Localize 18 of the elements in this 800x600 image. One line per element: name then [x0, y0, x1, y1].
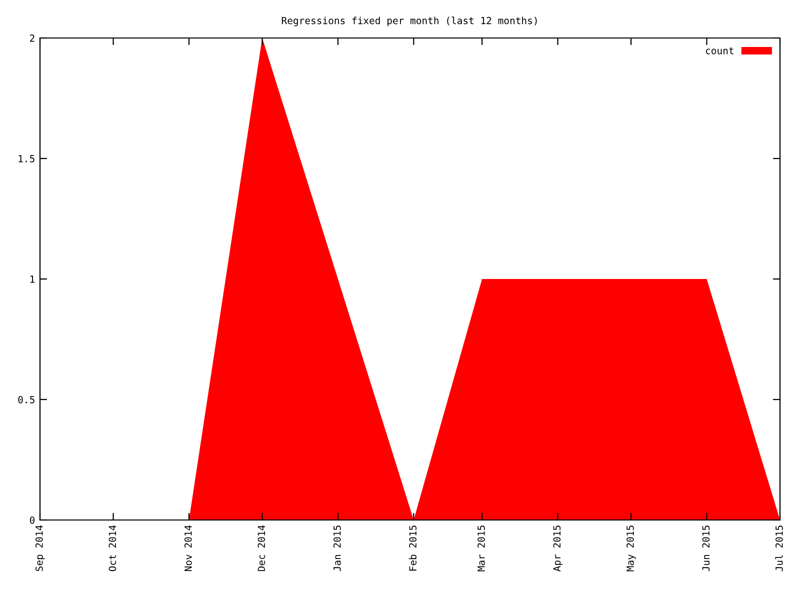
- x-tick-label: Mar 2015: [478, 526, 485, 572]
- x-tick-label: Feb 2015: [408, 526, 417, 571]
- x-tick-label: Nov 2014: [184, 525, 192, 572]
- x-tick-label: Sep 2014: [35, 525, 45, 572]
- y-tick-label: 1.5: [18, 155, 34, 162]
- legend-label: count: [706, 47, 734, 54]
- y-tick-label: 0: [30, 516, 35, 524]
- x-tick-label: Oct 2014: [108, 525, 116, 572]
- y-tick-label: 2: [30, 34, 34, 42]
- y-tick-label: 0.5: [18, 396, 34, 404]
- y-tick-label: 1: [30, 276, 34, 283]
- x-tick-label: Apr 2015: [553, 526, 562, 572]
- x-tick-label: Dec 2014: [258, 525, 266, 572]
- x-tick-label: Jun 2015: [702, 526, 710, 572]
- chart-title: Regressions fixed per month (last 12 months): [282, 16, 537, 26]
- x-tick-label: Jul 2015: [775, 526, 783, 572]
- x-tick-label: Jan 2015: [333, 526, 341, 572]
- x-tick-label: May 2015: [626, 526, 636, 572]
